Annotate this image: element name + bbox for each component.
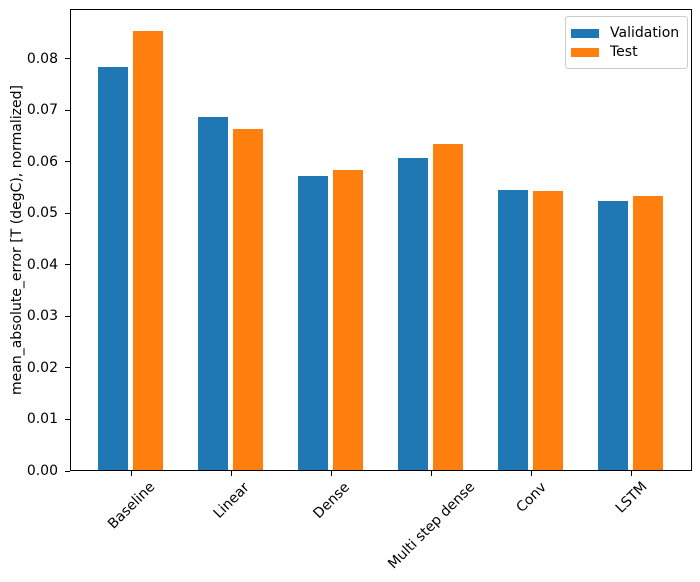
y-tick-label: 0.01 xyxy=(26,411,58,428)
bar-validation-lstm xyxy=(597,201,628,470)
y-tick-label: 0.08 xyxy=(26,50,58,67)
legend-swatch-validation-icon xyxy=(571,29,599,38)
bar-test-baseline xyxy=(132,31,163,470)
y-tick-label: 0.04 xyxy=(26,256,58,273)
y-tick-mark xyxy=(65,367,70,369)
bar-validation-dense xyxy=(297,175,328,470)
y-tick-label: 0.00 xyxy=(26,463,58,479)
bar-test-conv xyxy=(532,191,563,470)
bar-validation-conv xyxy=(497,190,528,470)
y-tick-mark xyxy=(65,161,70,163)
legend: Validation Test xyxy=(565,16,688,69)
legend-item-validation: Validation xyxy=(571,24,682,43)
y-tick-mark xyxy=(65,109,70,111)
legend-label-validation: Validation xyxy=(610,25,680,41)
y-tick-mark xyxy=(65,264,70,266)
bar-validation-linear xyxy=(197,117,228,470)
x-tick-label-linear: Linear xyxy=(210,479,253,522)
y-tick-label: 0.02 xyxy=(26,359,58,376)
x-tick-mark xyxy=(531,471,533,476)
x-tick-mark xyxy=(131,471,133,476)
bar-test-dense xyxy=(332,169,363,470)
x-tick-label-lstm: LSTM xyxy=(612,478,651,517)
x-tick-mark xyxy=(631,471,633,476)
y-tick-mark xyxy=(65,58,70,60)
y-tick-label: 0.07 xyxy=(26,102,58,119)
y-tick-mark xyxy=(65,418,70,420)
x-tick-mark xyxy=(331,471,333,476)
x-tick-mark xyxy=(431,471,433,476)
x-tick-label-dense: Dense xyxy=(310,478,353,522)
y-tick-mark xyxy=(65,212,70,214)
y-tick-label: 0.03 xyxy=(26,308,58,325)
y-axis-label: mean_absolute_error [T (degC), normalize… xyxy=(9,85,25,395)
x-tick-mark xyxy=(231,471,233,476)
bar-validation-multi-step-dense xyxy=(397,158,428,470)
x-tick-label-multi-step-dense: Multi step dense xyxy=(384,479,478,573)
legend-item-test: Test xyxy=(571,43,682,62)
bar-test-linear xyxy=(232,129,263,470)
y-tick-label: 0.05 xyxy=(26,205,58,222)
legend-label-test: Test xyxy=(610,44,638,60)
x-tick-label-baseline: Baseline xyxy=(104,478,158,533)
plot-area xyxy=(70,9,692,471)
y-tick-mark xyxy=(65,470,70,472)
bar-validation-baseline xyxy=(97,66,128,470)
y-tick-mark xyxy=(65,315,70,317)
bar-test-lstm xyxy=(632,196,663,470)
y-tick-label: 0.06 xyxy=(26,153,58,170)
x-tick-label-conv: Conv xyxy=(513,479,550,516)
bar-test-multi-step-dense xyxy=(432,144,463,470)
legend-swatch-test-icon xyxy=(571,48,599,57)
